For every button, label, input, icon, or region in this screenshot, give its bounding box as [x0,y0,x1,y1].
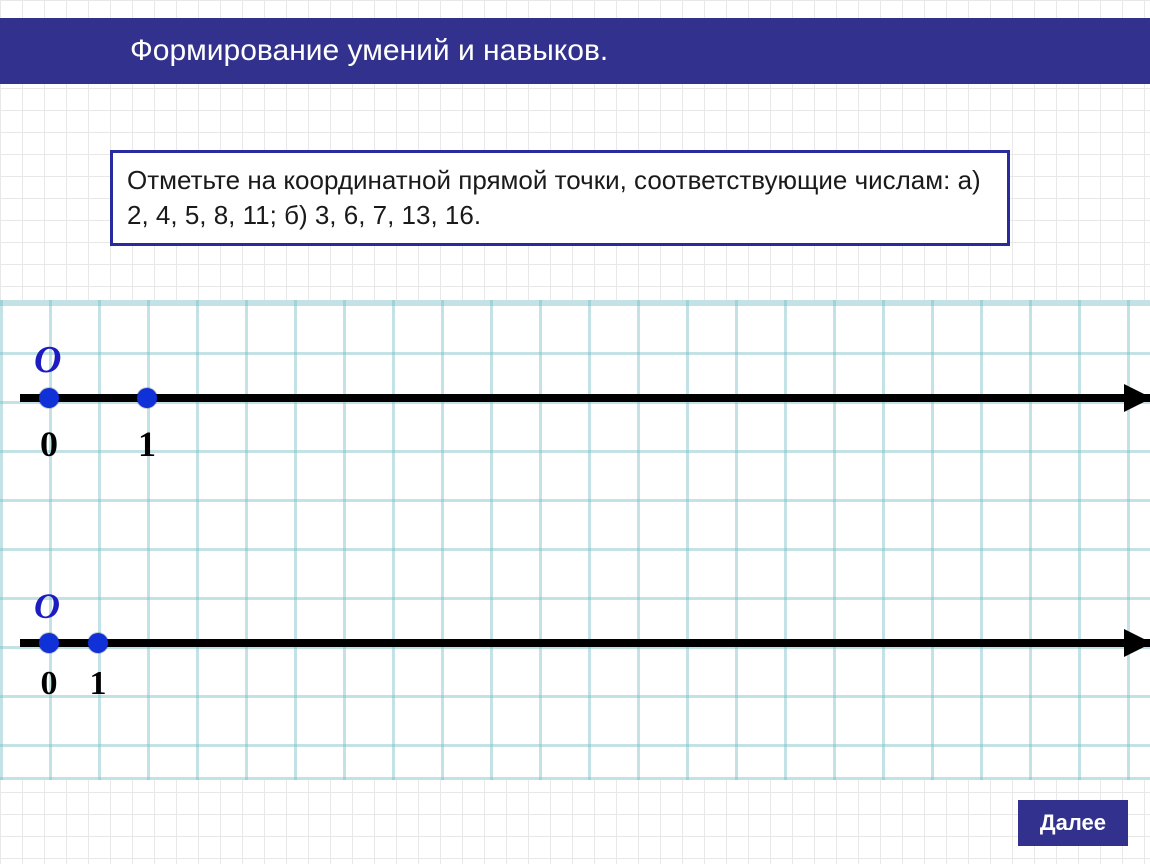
next-button-label: Далее [1040,810,1106,835]
point-b-1 [88,633,108,653]
origin-label-b: О [34,585,60,627]
origin-label-a: О [34,338,61,382]
point-a-0 [39,388,59,408]
point-a-1 [137,388,157,408]
header-title: Формирование умений и навыков. [130,34,608,68]
axis-arrow-a [1124,384,1150,412]
tick-label-a-1: 1 [138,423,156,465]
tick-label-b-1: 1 [90,665,107,703]
axis-line-b [20,639,1150,647]
tick-label-a-0: 0 [40,423,58,465]
tick-label-b-0: 0 [41,665,58,703]
graph-area: О 01 О 01 [0,300,1150,780]
axis-line-a [20,394,1150,402]
axis-arrow-b [1124,629,1150,657]
header-bar: Формирование умений и навыков. [0,18,1150,84]
task-box: Отметьте на координатной прямой точки, с… [110,150,1010,246]
next-button[interactable]: Далее [1018,800,1128,846]
point-b-0 [39,633,59,653]
task-text: Отметьте на координатной прямой точки, с… [127,165,981,230]
